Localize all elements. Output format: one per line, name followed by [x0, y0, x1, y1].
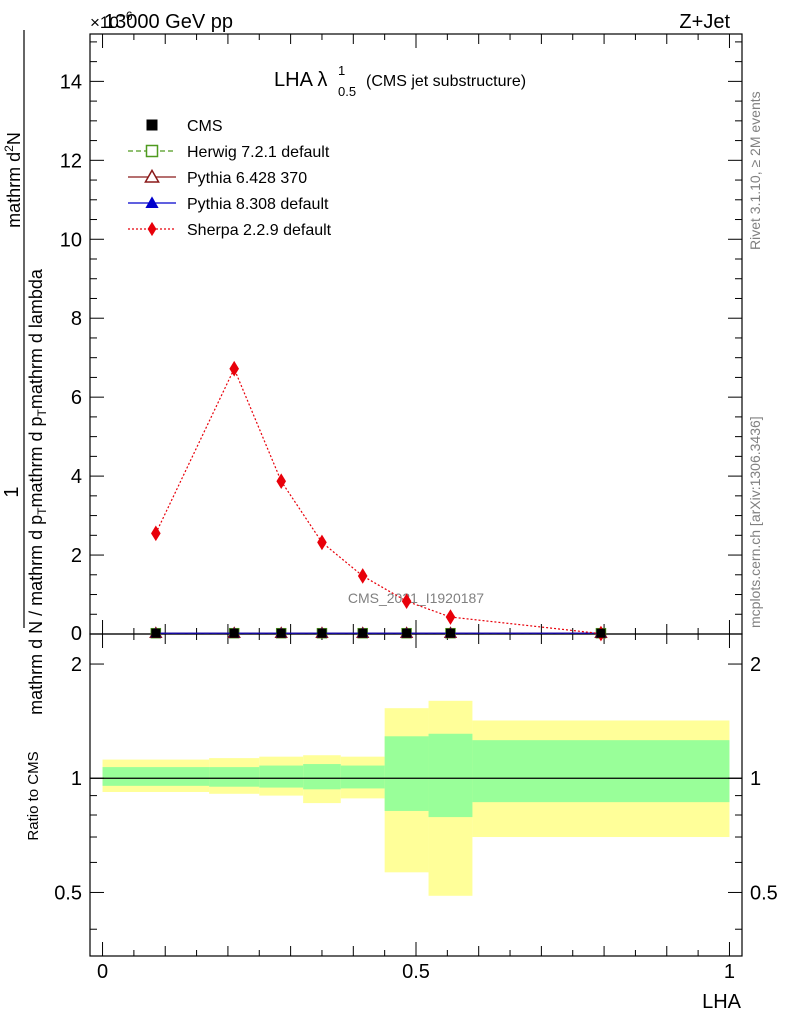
main-ytick-label: 8 — [71, 308, 82, 330]
legend-label: Herwig 7.2.1 default — [187, 144, 330, 161]
main-ytick-label: 10 — [60, 229, 82, 251]
ratio-stat-band-7 — [472, 740, 730, 803]
rivet-version-label: Rivet 3.1.10, ≥ 2M events — [747, 91, 763, 250]
energy-label: 13000 GeV pp — [104, 11, 233, 33]
ratio-ytick-label-right: 1 — [750, 768, 761, 790]
main-y-axis-label: 1 mathrm d N / mathrm d pTmathrm d pTmat… — [1, 30, 49, 715]
series-0 — [151, 628, 606, 638]
ratio-ytick-label-right: 0.5 — [750, 882, 778, 904]
data-point — [229, 360, 239, 377]
data-point — [276, 473, 287, 490]
data-point — [229, 628, 239, 638]
ratio-ytick-label-right: 2 — [750, 654, 761, 676]
data-point — [151, 525, 161, 542]
ratio-ylabel: Ratio to CMS — [25, 751, 42, 840]
main-ytick-label: 14 — [60, 71, 82, 93]
main-ytick-label: 12 — [60, 150, 82, 172]
main-ylabel-dN: mathrm d2N — [2, 132, 24, 228]
legend-label: Sherpa 2.2.9 default — [187, 222, 332, 239]
ratio-stat-band-2 — [259, 765, 304, 788]
data-point — [358, 628, 368, 638]
ratio-ytick-label: 1 — [71, 768, 82, 790]
data-point — [445, 628, 455, 638]
data-point — [276, 628, 286, 638]
plot-title: LHA λ 1 0.5 (CMS jet substructure) — [274, 63, 526, 99]
legend-marker — [145, 144, 159, 158]
xtick-label: 1 — [724, 961, 735, 983]
series-line — [155, 367, 602, 635]
series-4 — [151, 360, 606, 642]
analysis-watermark: CMS_2021_I1920187 — [348, 590, 484, 606]
ratio-ytick-label: 2 — [71, 654, 82, 676]
data-point — [596, 628, 606, 638]
ratio-stat-band-5 — [384, 736, 429, 811]
main-ytick-label: 2 — [71, 545, 82, 567]
data-point — [357, 568, 368, 584]
ratio-bands — [102, 700, 730, 896]
legend: CMS Herwig 7.2.1 default Pythia 6.428 370 P… — [128, 118, 332, 239]
ratio-stat-band-1 — [209, 767, 260, 787]
x-ticks: 0 0.5 1 — [97, 34, 735, 983]
main-ytick-label: 4 — [71, 466, 82, 488]
exponent-label: ×10−6 — [90, 9, 133, 32]
legend-label: Pythia 8.308 default — [187, 196, 329, 213]
data-point — [151, 628, 161, 638]
main-ylabel-numerator: 1 — [1, 486, 23, 497]
series-2 — [149, 626, 608, 639]
legend-label: CMS — [187, 118, 223, 135]
ratio-stat-band-4 — [340, 765, 385, 789]
svg-text:LHA λ: LHA λ — [274, 69, 327, 91]
data-point — [401, 593, 412, 610]
legend-marker — [147, 221, 157, 237]
legend-marker — [144, 168, 160, 183]
legend-marker — [145, 196, 159, 208]
main-ytick-label: 6 — [71, 387, 82, 409]
data-point — [317, 534, 327, 551]
series-layer — [149, 360, 608, 642]
xtick-label: 0.5 — [402, 961, 430, 983]
legend-label: Pythia 6.428 370 — [187, 170, 307, 187]
data-point — [402, 628, 412, 638]
ratio-ytick-label: 0.5 — [54, 882, 82, 904]
legend-marker — [146, 119, 158, 131]
series-3 — [150, 627, 607, 638]
ratio-stat-band-3 — [303, 764, 341, 790]
process-label: Z+Jet — [679, 11, 730, 33]
ratio-stat-band-6 — [428, 733, 473, 818]
title-subscript: 0.5 — [338, 84, 356, 99]
mcplots-label: mcplots.cern.ch [arXiv:1306.3436] — [747, 416, 763, 628]
title-suffix: (CMS jet substructure) — [366, 73, 526, 90]
main-y-ticks: 2 4 6 8 10 12 14 0 — [60, 41, 742, 645]
data-point — [445, 609, 456, 625]
main-ylabel-denominator: mathrm d N / mathrm d pTmathrm d pTmathr… — [26, 268, 49, 715]
data-point — [317, 628, 327, 638]
ratio-stat-band-0 — [102, 767, 210, 786]
x-axis-label: LHA — [702, 991, 742, 1013]
title-superscript: 1 — [338, 63, 345, 78]
xtick-label: 0 — [97, 961, 108, 983]
main-ytick-label-zero: 0 — [71, 623, 82, 645]
ratio-y-ticks: 0.5 0.5 1 1 2 2 — [54, 654, 778, 930]
